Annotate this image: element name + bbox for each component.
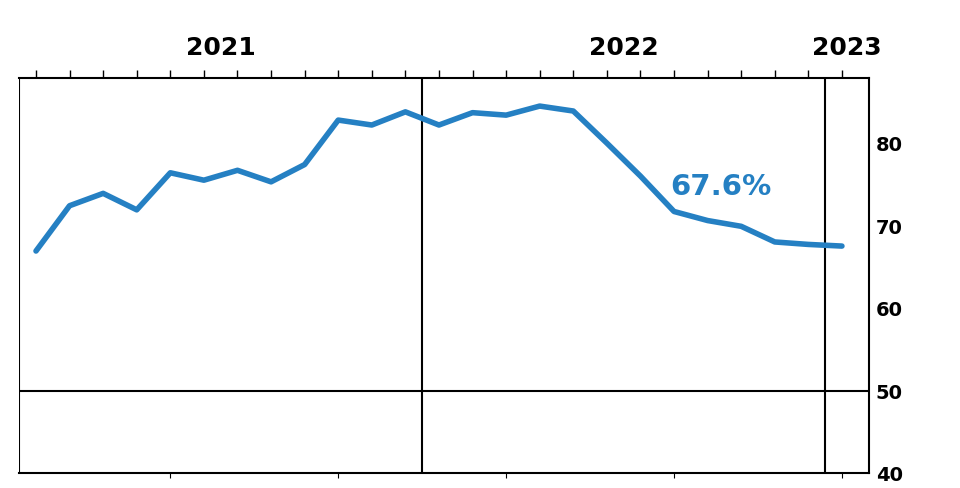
Text: 2021: 2021 [186,36,255,61]
Text: 2022: 2022 [588,36,659,61]
Text: 2023: 2023 [812,36,882,61]
Text: 67.6%: 67.6% [671,173,772,201]
